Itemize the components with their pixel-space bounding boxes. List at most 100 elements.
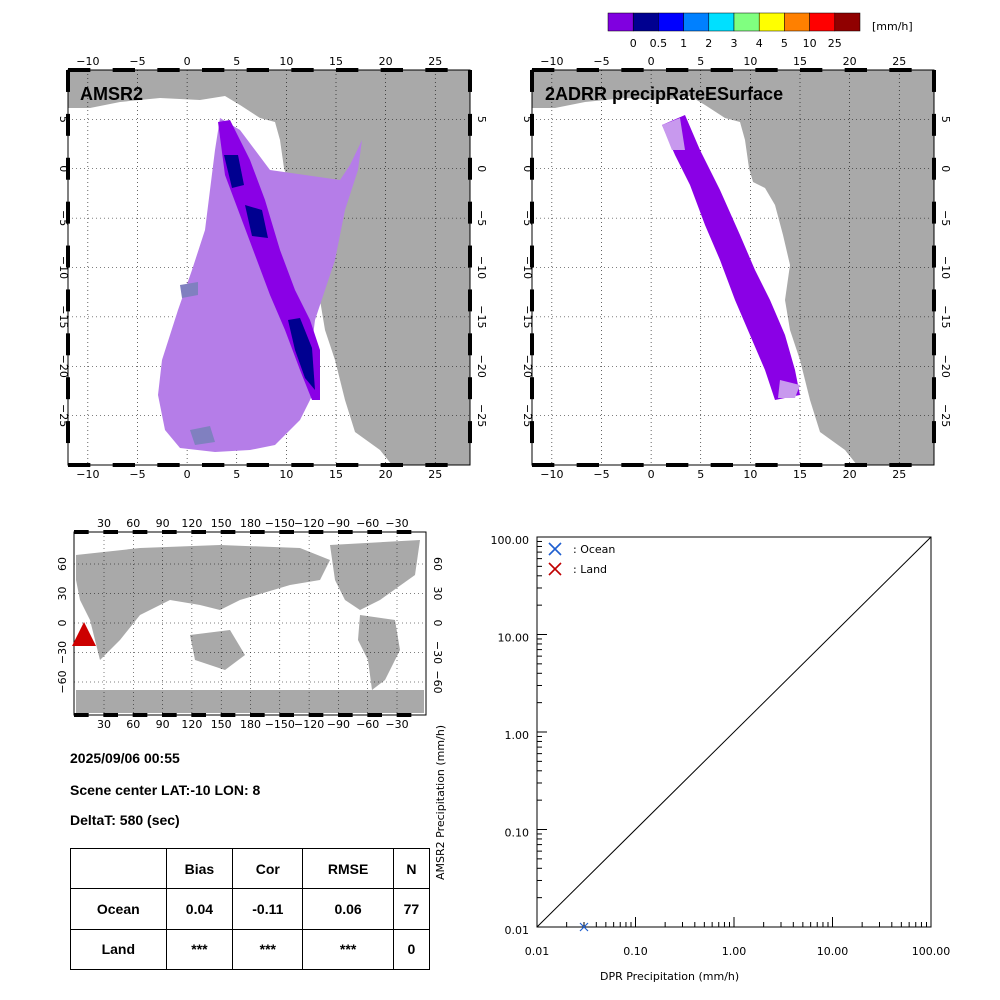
- scatter-plot: 0.01 0.01 0.10 0.10 1.00 1.00 10.00 10.00 100.00…: [491, 534, 951, 958]
- lat-tick-label: −20: [521, 355, 534, 378]
- lon-tick-label: 5: [233, 55, 240, 68]
- stats-cell: 0.04: [165, 888, 234, 930]
- lon-tick-label: −5: [129, 55, 145, 68]
- world-lon-tick-label: 60: [126, 517, 140, 530]
- world-lon-tick-label: −30: [385, 517, 408, 530]
- lat-tick-label: 0: [57, 165, 70, 172]
- map-left-title: AMSR2: [80, 84, 143, 104]
- lon-tick-label: −10: [540, 55, 563, 68]
- lat-tick-label: −20: [939, 355, 952, 378]
- colorbar-swatch: [632, 12, 659, 32]
- one-to-one-line: [536, 536, 932, 928]
- stats-header-cell: Cor: [232, 847, 304, 890]
- amsr2-light-cell: [180, 282, 198, 298]
- lon-tick-label: 10: [743, 468, 757, 481]
- lon-tick-label: 20: [843, 468, 857, 481]
- world-map-grid: [74, 532, 426, 715]
- lon-tick-label: 10: [279, 468, 293, 481]
- lat-tick-label: 5: [939, 116, 952, 123]
- legend-label: : Land: [573, 563, 607, 576]
- info-scene-center: Scene center LAT:-10 LON: 8: [70, 782, 261, 798]
- lat-tick-label: −5: [475, 210, 488, 226]
- world-lon-tick-label: −60: [356, 718, 379, 731]
- scatter-ylabel: AMSR2 Precipitation (mm/h): [434, 725, 447, 880]
- lon-tick-label: 0: [184, 55, 191, 68]
- lat-tick-label: −15: [939, 305, 952, 328]
- amsr2-light-cell: [190, 426, 215, 445]
- stats-cell: -0.11: [232, 888, 304, 930]
- colorbar-tick-label: 10: [803, 37, 817, 50]
- world-map-ticks: 303060609090120120150150180180−150−150−1…: [56, 517, 444, 731]
- lat-tick-label: −15: [475, 305, 488, 328]
- colorbar-tick-label: 25: [828, 37, 842, 50]
- colorbar-swatch: [708, 12, 735, 32]
- colorbar-swatch: [607, 12, 634, 32]
- lon-tick-label: 15: [329, 55, 343, 68]
- map-right: 2ADRR precipRateESurface: [531, 69, 935, 466]
- info-datetime: 2025/09/06 00:55: [70, 750, 180, 766]
- lon-tick-label: 5: [697, 55, 704, 68]
- colorbar-tick-label: 2: [705, 37, 712, 50]
- stats-header-cell: Bias: [165, 847, 234, 890]
- lon-tick-label: 25: [892, 55, 906, 68]
- x-tick-label: 0.10: [623, 945, 648, 958]
- world-lon-tick-label: 60: [126, 718, 140, 731]
- world-lon-tick-label: 150: [211, 517, 232, 530]
- world-lon-tick-label: −30: [385, 718, 408, 731]
- legend-label: : Ocean: [573, 543, 615, 556]
- stats-header-cell: N: [392, 847, 431, 890]
- x-tick-label: 0.01: [525, 945, 550, 958]
- world-land-antarctica: [76, 690, 424, 713]
- world-lon-tick-label: −150: [265, 517, 295, 530]
- world-lon-tick-label: 120: [181, 718, 202, 731]
- world-land-eurasia-africa: [76, 545, 330, 660]
- lon-tick-label: 15: [793, 55, 807, 68]
- scatter-point: [579, 922, 589, 932]
- colorbar: 0 0.5 1 2 3 4 5 10 25: [607, 12, 861, 50]
- world-lat-tick-label: −60: [431, 670, 444, 693]
- x-tick-label: 1.00: [722, 945, 747, 958]
- dpr-light-edge: [662, 118, 685, 150]
- stats-table: Bias Cor RMSE N Ocean 0.04 -0.11 0.06 77…: [70, 847, 431, 971]
- amsr2-heavy-cell-3: [288, 318, 315, 390]
- world-lat-tick-label: 60: [431, 557, 444, 571]
- world-lon-tick-label: −90: [327, 718, 350, 731]
- y-tick-label: 100.00: [491, 534, 530, 547]
- lat-tick-label: −25: [939, 404, 952, 427]
- colorbar-swatch: [784, 12, 810, 32]
- map-left: AMSR2: [67, 69, 471, 466]
- info-delta-t: DeltaT: 580 (sec): [70, 812, 180, 828]
- stats-header-cell: RMSE: [302, 847, 394, 890]
- y-tick-label: 1.00: [505, 729, 530, 742]
- lat-tick-label: −10: [939, 256, 952, 279]
- lon-tick-label: 15: [793, 468, 807, 481]
- lon-tick-label: −5: [593, 468, 609, 481]
- world-map: [72, 531, 427, 716]
- world-lon-tick-label: −120: [294, 517, 324, 530]
- world-lon-tick-label: 90: [156, 517, 170, 530]
- lon-tick-label: 0: [184, 468, 191, 481]
- stats-cell: Ocean: [70, 888, 167, 930]
- table-row: Ocean 0.04 -0.11 0.06 77: [70, 888, 431, 930]
- lon-tick-label: 0: [648, 468, 655, 481]
- world-lon-tick-label: 180: [240, 517, 261, 530]
- lat-tick-label: 0: [475, 165, 488, 172]
- legend-marker: [548, 562, 562, 576]
- stats-cell: ***: [302, 928, 394, 971]
- lat-tick-label: −20: [57, 355, 70, 378]
- colorbar-swatch: [834, 12, 861, 32]
- table-row: Bias Cor RMSE N: [70, 847, 431, 890]
- scene-location-marker: [72, 622, 96, 646]
- lon-tick-label: 20: [379, 468, 393, 481]
- dpr-light-edge: [778, 380, 800, 398]
- scatter-xlabel: DPR Precipitation (mm/h): [600, 970, 739, 983]
- world-lat-tick-label: 60: [56, 557, 69, 571]
- y-tick-label: 0.10: [505, 827, 530, 840]
- stats-header-cell: [70, 847, 167, 890]
- x-tick-label: 100.00: [912, 945, 951, 958]
- lat-tick-label: 5: [57, 116, 70, 123]
- world-lon-tick-label: 30: [97, 718, 111, 731]
